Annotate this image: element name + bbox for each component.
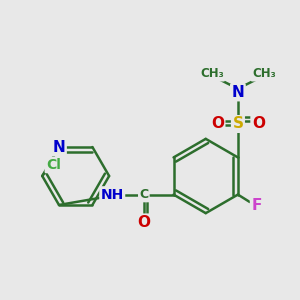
Text: Cl: Cl: [46, 158, 61, 172]
Text: C: C: [139, 188, 148, 201]
Text: N: N: [232, 85, 244, 100]
Text: O: O: [252, 116, 265, 131]
Text: O: O: [211, 116, 224, 131]
Text: CH₃: CH₃: [252, 67, 276, 80]
Text: N: N: [52, 140, 65, 154]
Text: CH₃: CH₃: [200, 67, 224, 80]
Text: NH: NH: [100, 188, 124, 202]
Text: O: O: [137, 215, 150, 230]
Text: F: F: [251, 198, 262, 213]
Text: S: S: [232, 116, 243, 131]
